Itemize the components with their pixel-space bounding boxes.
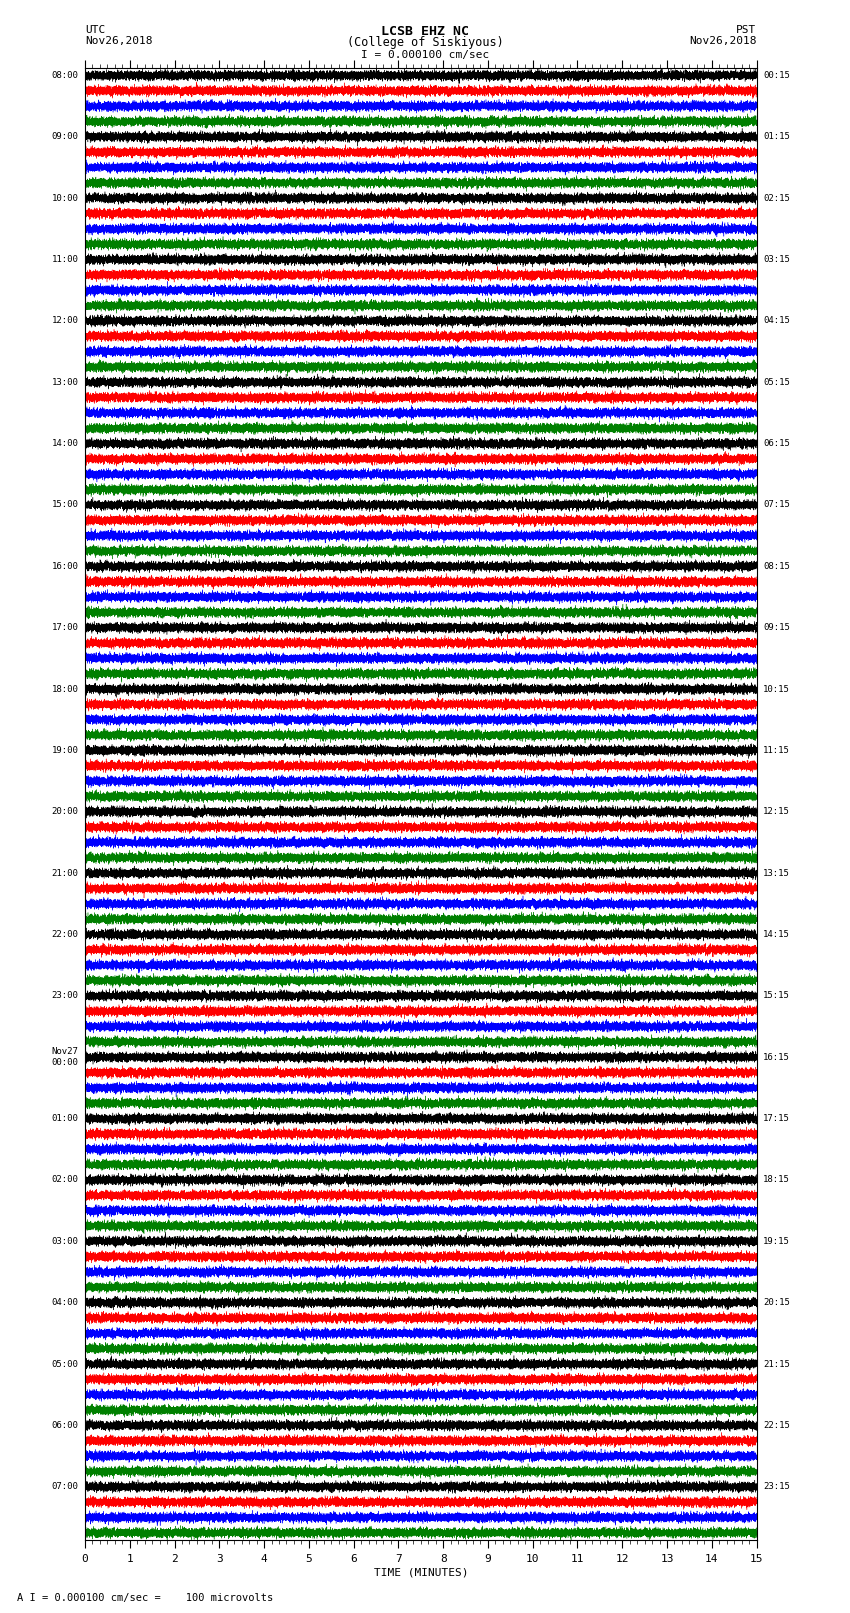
Text: 03:15: 03:15 [763,255,791,265]
Text: 16:00: 16:00 [51,561,78,571]
Text: 22:00: 22:00 [51,931,78,939]
Text: A I = 0.000100 cm/sec =    100 microvolts: A I = 0.000100 cm/sec = 100 microvolts [17,1594,273,1603]
Text: Nov26,2018: Nov26,2018 [689,35,756,45]
Text: 20:00: 20:00 [51,806,78,816]
Text: LCSB EHZ NC: LCSB EHZ NC [381,24,469,37]
Text: 12:00: 12:00 [51,316,78,326]
Text: 10:00: 10:00 [51,194,78,203]
Text: 14:15: 14:15 [763,931,791,939]
Text: 18:00: 18:00 [51,684,78,694]
X-axis label: TIME (MINUTES): TIME (MINUTES) [373,1568,468,1578]
Text: 15:15: 15:15 [763,992,791,1000]
Text: 14:00: 14:00 [51,439,78,448]
Text: 20:15: 20:15 [763,1298,791,1307]
Text: 16:15: 16:15 [763,1053,791,1061]
Text: 10:15: 10:15 [763,684,791,694]
Text: 03:00: 03:00 [51,1237,78,1245]
Text: 02:15: 02:15 [763,194,791,203]
Text: Nov27
00:00: Nov27 00:00 [51,1047,78,1066]
Text: 07:15: 07:15 [763,500,791,510]
Text: 19:15: 19:15 [763,1237,791,1245]
Text: 19:00: 19:00 [51,745,78,755]
Text: 11:15: 11:15 [763,745,791,755]
Text: Nov26,2018: Nov26,2018 [85,35,152,45]
Text: 17:15: 17:15 [763,1115,791,1123]
Text: 21:00: 21:00 [51,869,78,877]
Text: 06:00: 06:00 [51,1421,78,1429]
Text: 08:00: 08:00 [51,71,78,81]
Text: 05:15: 05:15 [763,377,791,387]
Text: 08:15: 08:15 [763,561,791,571]
Text: 18:15: 18:15 [763,1176,791,1184]
Text: 04:15: 04:15 [763,316,791,326]
Text: 23:15: 23:15 [763,1482,791,1492]
Text: 13:15: 13:15 [763,869,791,877]
Text: 15:00: 15:00 [51,500,78,510]
Text: 17:00: 17:00 [51,623,78,632]
Text: 13:00: 13:00 [51,377,78,387]
Text: 01:00: 01:00 [51,1115,78,1123]
Text: I = 0.000100 cm/sec: I = 0.000100 cm/sec [361,50,489,60]
Text: 04:00: 04:00 [51,1298,78,1307]
Text: (College of Siskiyous): (College of Siskiyous) [347,35,503,50]
Text: 01:15: 01:15 [763,132,791,142]
Text: UTC: UTC [85,24,105,35]
Text: PST: PST [736,24,756,35]
Text: 02:00: 02:00 [51,1176,78,1184]
Text: 21:15: 21:15 [763,1360,791,1368]
Text: 09:15: 09:15 [763,623,791,632]
Text: 06:15: 06:15 [763,439,791,448]
Text: 05:00: 05:00 [51,1360,78,1368]
Text: 23:00: 23:00 [51,992,78,1000]
Text: 22:15: 22:15 [763,1421,791,1429]
Text: 07:00: 07:00 [51,1482,78,1492]
Text: 11:00: 11:00 [51,255,78,265]
Text: 12:15: 12:15 [763,806,791,816]
Text: 09:00: 09:00 [51,132,78,142]
Text: 00:15: 00:15 [763,71,791,81]
